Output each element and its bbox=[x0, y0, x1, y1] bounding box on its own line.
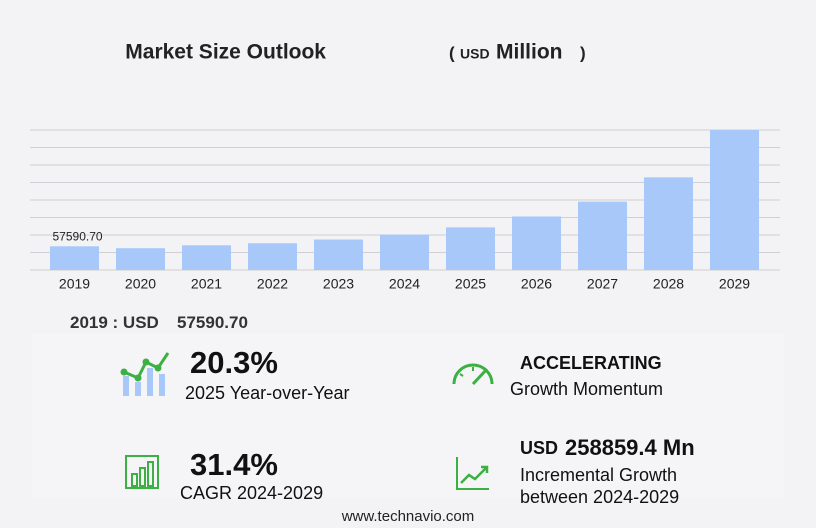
title-paren: ) bbox=[580, 43, 586, 62]
bar bbox=[314, 239, 363, 270]
incremental-currency: USD bbox=[520, 438, 559, 458]
x-tick-label: 2023 bbox=[323, 276, 354, 292]
x-tick-label: 2022 bbox=[257, 276, 288, 292]
bar bbox=[446, 227, 495, 270]
bar bbox=[248, 243, 297, 270]
momentum-label: Growth Momentum bbox=[510, 379, 664, 399]
chart: Market Size Outlook ( USD Million ) 2019… bbox=[30, 41, 780, 292]
bar bbox=[710, 130, 759, 270]
cagr-label: CAGR 2024-2029 bbox=[180, 483, 324, 503]
x-tick-label: 2019 bbox=[59, 276, 90, 292]
momentum-value: ACCELERATING bbox=[520, 353, 662, 373]
x-tick-label: 2029 bbox=[719, 276, 750, 292]
x-tick-label: 2026 bbox=[521, 276, 552, 292]
yoy-value: 20.3% bbox=[190, 345, 278, 380]
base-year-label: 2019 : USD bbox=[70, 313, 159, 332]
title-paren: ( bbox=[449, 43, 455, 62]
footer: www.technavio.com bbox=[341, 508, 475, 525]
incremental-value: 258859.4 Mn bbox=[565, 435, 695, 460]
x-tick-label: 2027 bbox=[587, 276, 618, 292]
bar bbox=[380, 234, 429, 270]
bar bbox=[50, 246, 99, 270]
momentum-icon bbox=[452, 363, 494, 386]
yoy-label: 2025 Year-over-Year bbox=[185, 383, 350, 403]
x-tick-label: 2028 bbox=[653, 276, 684, 292]
bar bbox=[578, 201, 627, 270]
cagr-value: 31.4% bbox=[190, 447, 278, 482]
base-value: 57590.70 bbox=[177, 313, 248, 332]
x-tick-label: 2025 bbox=[455, 276, 486, 292]
incremental-label: between 2024-2029 bbox=[520, 487, 680, 507]
bar bbox=[116, 248, 165, 270]
x-tick-label: 2024 bbox=[389, 276, 420, 292]
bar bbox=[512, 216, 561, 270]
bar bbox=[644, 177, 693, 270]
yoy-icon bbox=[120, 352, 170, 396]
x-tick-label: 2020 bbox=[125, 276, 156, 292]
title-currency: USD bbox=[460, 46, 490, 62]
incremental-label: Incremental Growth bbox=[520, 465, 678, 485]
bar bbox=[182, 245, 231, 270]
incremental-icon bbox=[456, 457, 489, 490]
cagr-icon bbox=[125, 455, 159, 489]
value-label: 57590.70 bbox=[53, 229, 103, 243]
chart-title: Market Size Outlook bbox=[125, 41, 326, 64]
x-tick-label: 2021 bbox=[191, 276, 222, 292]
title-unit: Million bbox=[496, 41, 563, 64]
